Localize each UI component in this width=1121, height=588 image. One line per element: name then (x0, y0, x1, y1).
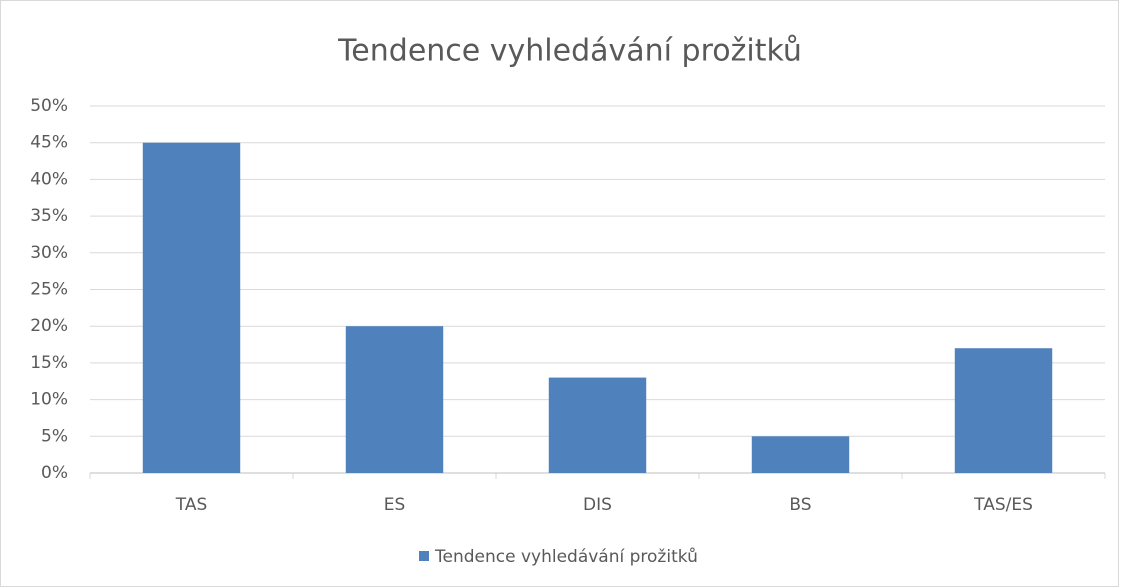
x-tick-label: DIS (583, 495, 612, 515)
y-tick-label: 35% (30, 206, 68, 226)
y-tick-label: 15% (30, 353, 68, 373)
bar (142, 142, 241, 473)
y-tick-label: 45% (30, 133, 68, 153)
chart-title: Tendence vyhledávání prožitků (337, 34, 802, 69)
y-tick-label: 25% (30, 280, 68, 300)
x-tick-label: TAS (175, 495, 208, 515)
legend-label: Tendence vyhledávání prožitků (434, 547, 698, 567)
legend-swatch (419, 551, 429, 561)
y-tick-label: 40% (30, 169, 68, 189)
bar (345, 326, 444, 473)
x-tick-label: ES (384, 495, 406, 515)
x-tick-label: TAS/ES (973, 495, 1033, 515)
y-tick-label: 50% (30, 96, 68, 116)
y-tick-label: 10% (30, 390, 68, 410)
y-tick-label: 30% (30, 243, 68, 263)
bar (548, 377, 647, 473)
bar (954, 348, 1053, 473)
y-tick-label: 5% (41, 426, 68, 446)
y-tick-label: 20% (30, 316, 68, 336)
bar (751, 436, 850, 473)
x-tick-label: BS (789, 495, 811, 515)
y-tick-label: 0% (41, 463, 68, 483)
